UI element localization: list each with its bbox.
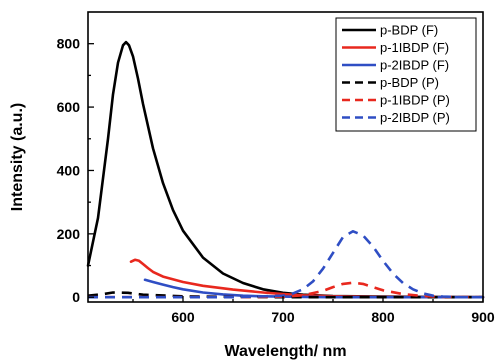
x-tick-label: 600 — [171, 309, 195, 325]
series-line-2 — [129, 258, 485, 299]
legend-label: p-BDP (F) — [380, 23, 438, 38]
series-layer — [86, 40, 485, 299]
x-tick-label: 900 — [471, 309, 495, 325]
x-axis-label: Wavelength/ nm — [224, 343, 346, 360]
legend-label: p-1IBDP (F) — [380, 40, 449, 55]
legend-label: p-2IBDP (F) — [380, 58, 449, 73]
y-axis-label: Intensity (a.u.) — [9, 103, 26, 211]
y-tick-label: 800 — [57, 36, 81, 52]
axes-layer: 600 700 800 900 0 200 400 600 800 — [57, 11, 495, 325]
y-tick-label: 0 — [72, 289, 80, 305]
legend-label: p-2IBDP (P) — [380, 110, 450, 125]
x-tick-label: 700 — [271, 309, 295, 325]
legend: p-BDP (F) p-1IBDP (F) p-2IBDP (F) p-BDP (P)… — [335, 17, 477, 132]
plot-frame — [87, 11, 484, 303]
series-line-6 — [88, 230, 483, 299]
legend-label: p-BDP (P) — [380, 75, 439, 90]
legend-box — [335, 17, 477, 132]
x-tick-label: 800 — [371, 309, 395, 325]
legend-label: p-1IBDP (P) — [380, 93, 450, 108]
y-tick-label: 200 — [57, 226, 81, 242]
y-tick-label: 400 — [57, 162, 81, 178]
y-tick-label: 600 — [57, 99, 81, 115]
series-line-5 — [88, 281, 484, 299]
